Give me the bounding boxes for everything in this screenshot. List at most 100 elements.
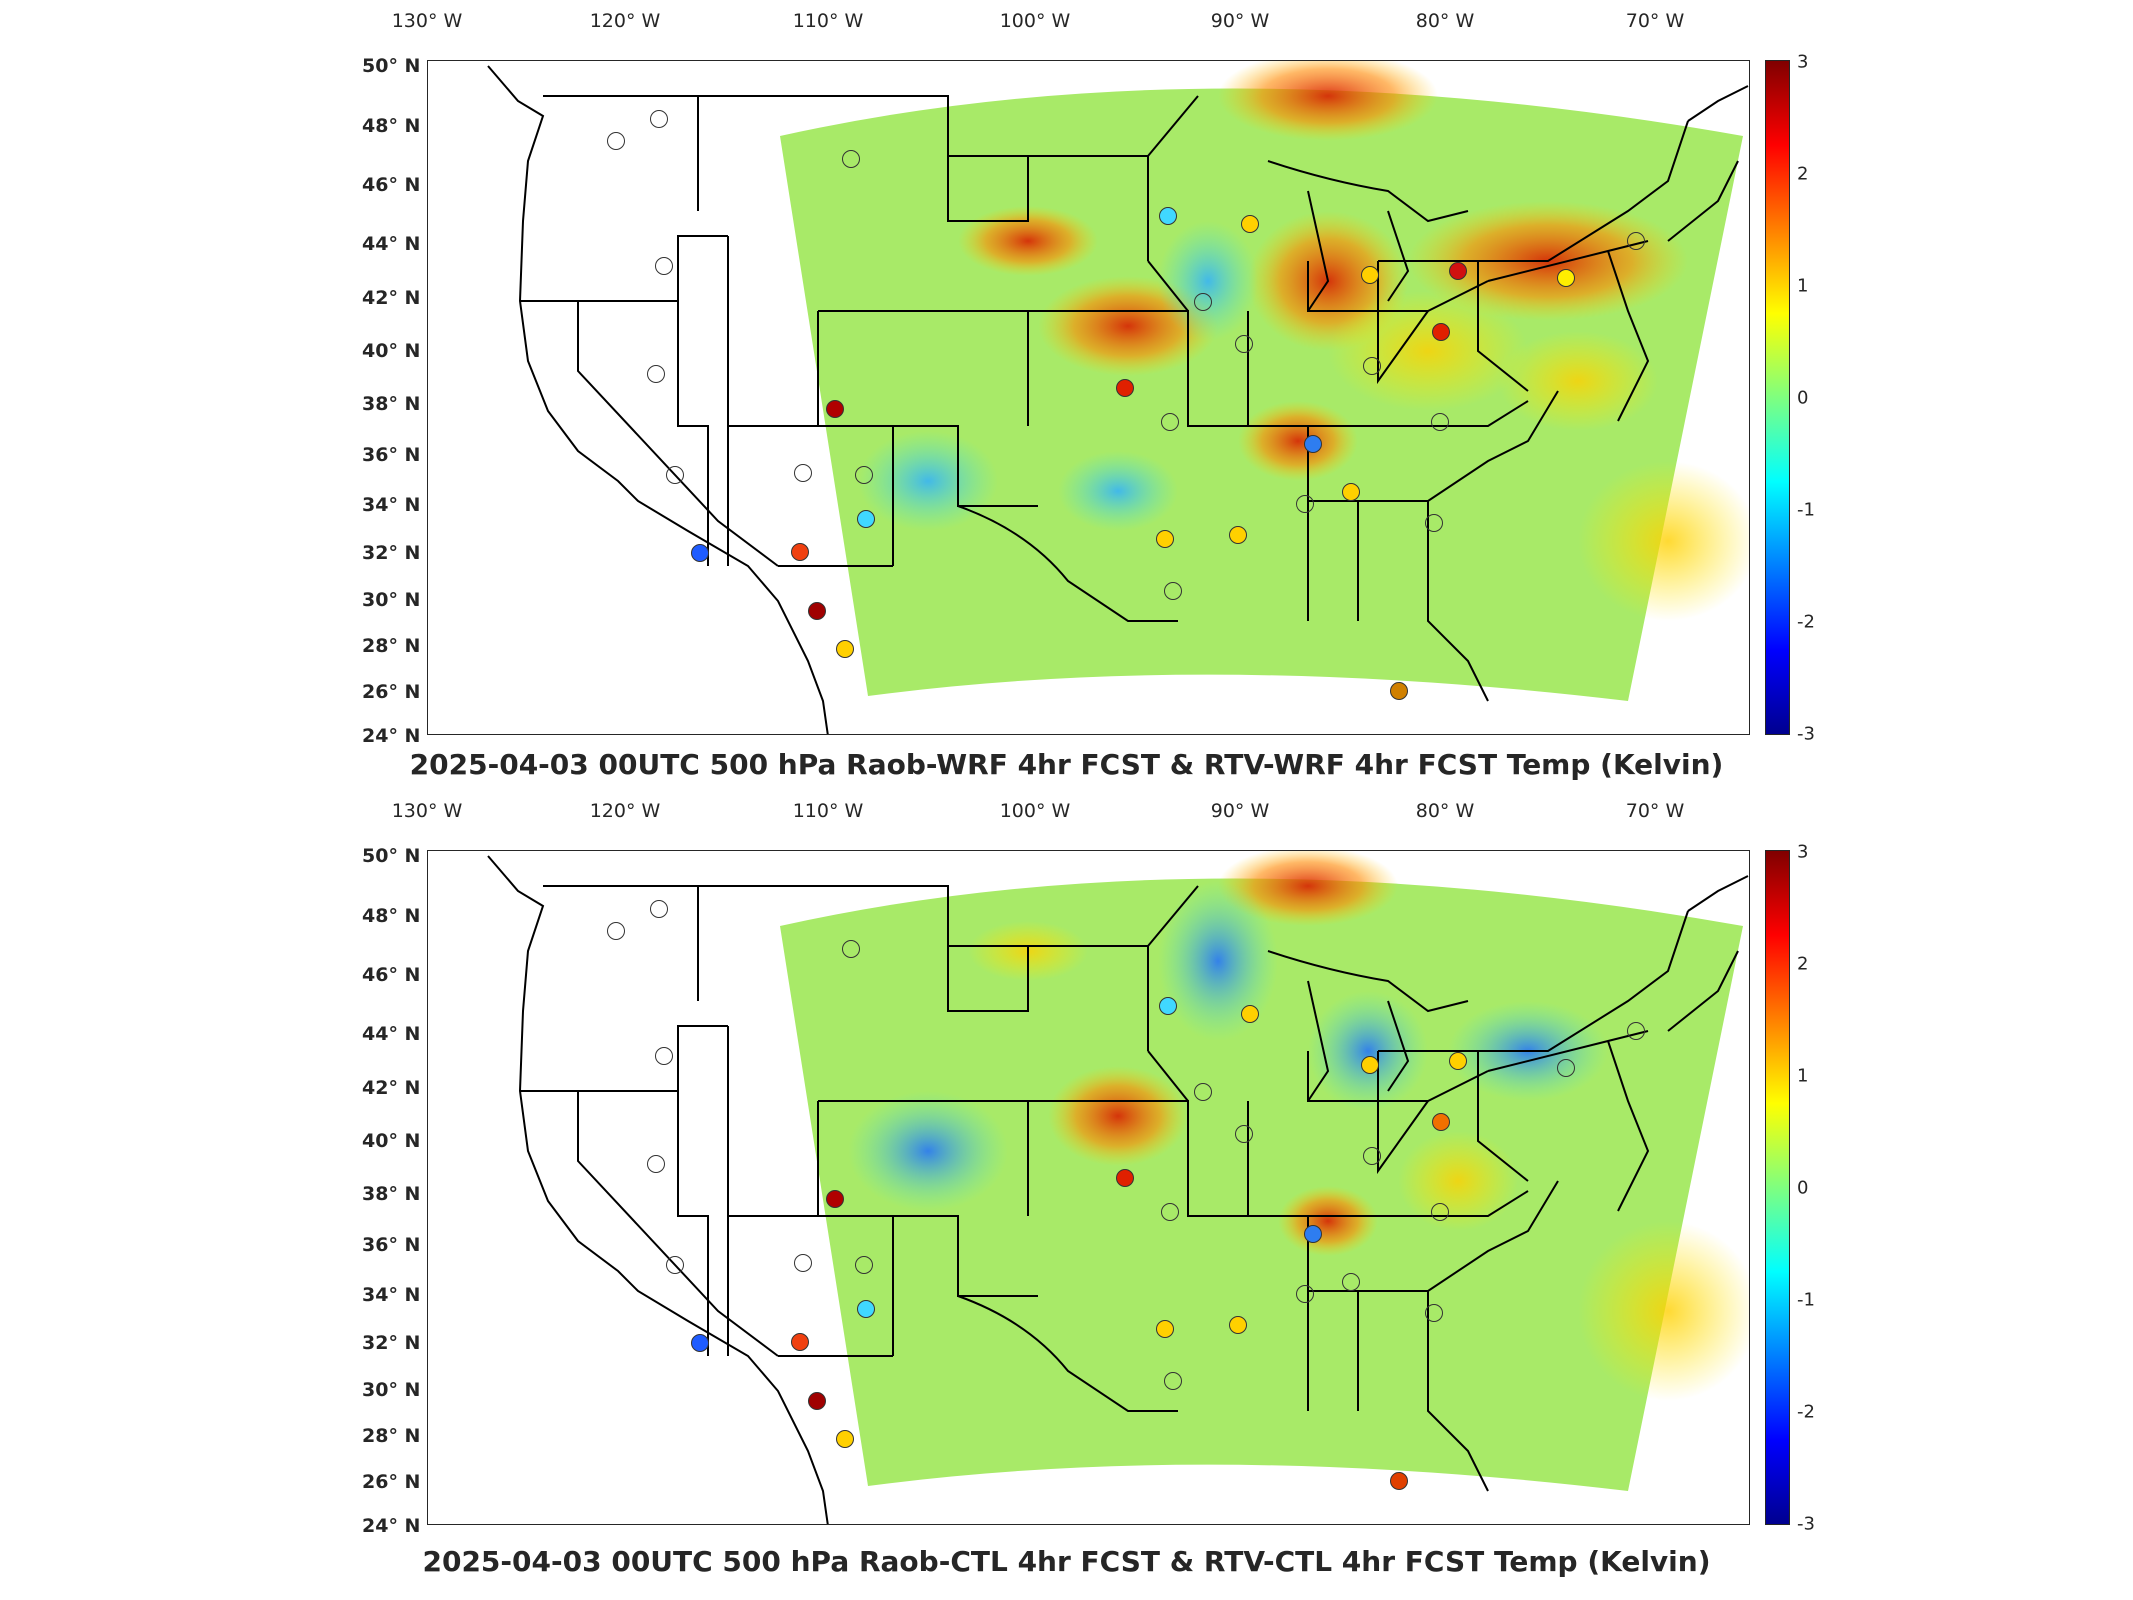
us-outline: [487, 855, 1749, 1524]
colorbar: [1765, 60, 1790, 735]
station-marker: [666, 1256, 684, 1274]
lat-label: 32° N: [362, 542, 421, 564]
station-marker: [1164, 1372, 1182, 1390]
station-marker: [666, 466, 684, 484]
lon-label: 120° W: [589, 800, 661, 822]
colorbar-tick-label: 3: [1797, 841, 1809, 863]
station-marker: [791, 543, 809, 561]
lat-label: 36° N: [362, 444, 421, 466]
station-marker: [1627, 232, 1645, 250]
top-map-panel: 130° W 120° W 110° W 100° W 90° W 80° W …: [0, 0, 2133, 790]
station-marker: [1161, 1203, 1179, 1221]
station-marker: [1304, 1225, 1322, 1243]
lon-label: 70° W: [1625, 10, 1685, 32]
station-marker: [1361, 1056, 1379, 1074]
colorbar-tick-label: -2: [1797, 1401, 1815, 1423]
station-marker: [1116, 1169, 1134, 1187]
station-marker: [691, 1334, 709, 1352]
station-marker: [1432, 1113, 1450, 1131]
station-marker: [607, 922, 625, 940]
station-marker: [1241, 1005, 1259, 1023]
station-marker: [607, 132, 625, 150]
station-marker: [836, 1430, 854, 1448]
station-marker: [1116, 379, 1134, 397]
lat-label: 42° N: [362, 1077, 421, 1099]
station-marker: [1304, 435, 1322, 453]
station-marker: [1235, 335, 1253, 353]
lon-label: 90° W: [1210, 800, 1270, 822]
lat-label: 40° N: [362, 1130, 421, 1152]
lon-label: 80° W: [1415, 10, 1475, 32]
lon-label: 70° W: [1625, 800, 1685, 822]
station-marker: [647, 365, 665, 383]
colorbar-tick-label: -3: [1797, 723, 1815, 745]
lat-label: 46° N: [362, 174, 421, 196]
station-marker: [1557, 1059, 1575, 1077]
lon-label: 90° W: [1210, 10, 1270, 32]
station-marker: [1156, 530, 1174, 548]
lat-label: 24° N: [362, 1515, 421, 1537]
station-marker: [1425, 514, 1443, 532]
lat-label: 32° N: [362, 1332, 421, 1354]
lat-label: 26° N: [362, 681, 421, 703]
station-marker: [1164, 582, 1182, 600]
lat-label: 44° N: [362, 1023, 421, 1045]
colorbar-tick-label: -3: [1797, 1513, 1815, 1535]
lat-label: 48° N: [362, 905, 421, 927]
station-marker: [1557, 269, 1575, 287]
lon-label: 100° W: [999, 800, 1071, 822]
lon-label: 80° W: [1415, 800, 1475, 822]
bottom-map-panel: 130° W 120° W 110° W 100° W 90° W 80° W …: [0, 790, 2133, 1580]
lon-label: 130° W: [391, 800, 463, 822]
lat-label: 38° N: [362, 1183, 421, 1205]
colorbar: [1765, 850, 1790, 1525]
station-marker: [1342, 483, 1360, 501]
colorbar-tick-label: -1: [1797, 1289, 1815, 1311]
station-marker: [1194, 293, 1212, 311]
colorbar-tick-label: 0: [1797, 1177, 1809, 1199]
map-title: 2025-04-03 00UTC 500 hPa Raob-CTL 4hr FC…: [422, 1545, 1711, 1578]
station-marker: [1241, 215, 1259, 233]
station-marker: [650, 110, 668, 128]
lat-label: 42° N: [362, 287, 421, 309]
lat-label: 38° N: [362, 393, 421, 415]
station-marker: [791, 1333, 809, 1351]
station-marker: [1159, 997, 1177, 1015]
station-marker: [1363, 1147, 1381, 1165]
station-marker: [857, 510, 875, 528]
station-marker: [1363, 357, 1381, 375]
station-marker: [1296, 1285, 1314, 1303]
station-marker: [1449, 262, 1467, 280]
lat-label: 30° N: [362, 589, 421, 611]
station-marker: [1342, 1273, 1360, 1291]
station-marker: [1627, 1022, 1645, 1040]
lat-label: 34° N: [362, 494, 421, 516]
lat-label: 44° N: [362, 233, 421, 255]
lon-label: 110° W: [792, 10, 864, 32]
station-marker: [794, 1254, 812, 1272]
lat-label: 34° N: [362, 1284, 421, 1306]
map-frame: [427, 60, 1750, 735]
station-marker: [842, 150, 860, 168]
station-marker: [647, 1155, 665, 1173]
station-marker: [857, 1300, 875, 1318]
colorbar-tick-label: -2: [1797, 611, 1815, 633]
map-title: 2025-04-03 00UTC 500 hPa Raob-WRF 4hr FC…: [409, 748, 1724, 781]
station-marker: [1449, 1052, 1467, 1070]
station-marker: [1194, 1083, 1212, 1101]
station-marker: [1156, 1320, 1174, 1338]
station-marker: [1431, 413, 1449, 431]
station-marker: [1235, 1125, 1253, 1143]
station-marker: [655, 257, 673, 275]
lon-label: 100° W: [999, 10, 1071, 32]
station-marker: [1431, 1203, 1449, 1221]
lat-label: 28° N: [362, 635, 421, 657]
station-marker: [808, 1392, 826, 1410]
station-marker: [842, 940, 860, 958]
station-marker: [794, 464, 812, 482]
lat-label: 24° N: [362, 725, 421, 747]
station-marker: [1425, 1304, 1443, 1322]
station-marker: [1361, 266, 1379, 284]
temperature-difference-map: [487, 61, 1749, 734]
map-frame: [427, 850, 1750, 1525]
